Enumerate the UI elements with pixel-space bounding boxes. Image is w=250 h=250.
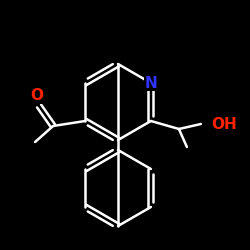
Text: N: N [144, 76, 157, 90]
Text: O: O [30, 88, 44, 104]
Text: OH: OH [211, 116, 237, 132]
